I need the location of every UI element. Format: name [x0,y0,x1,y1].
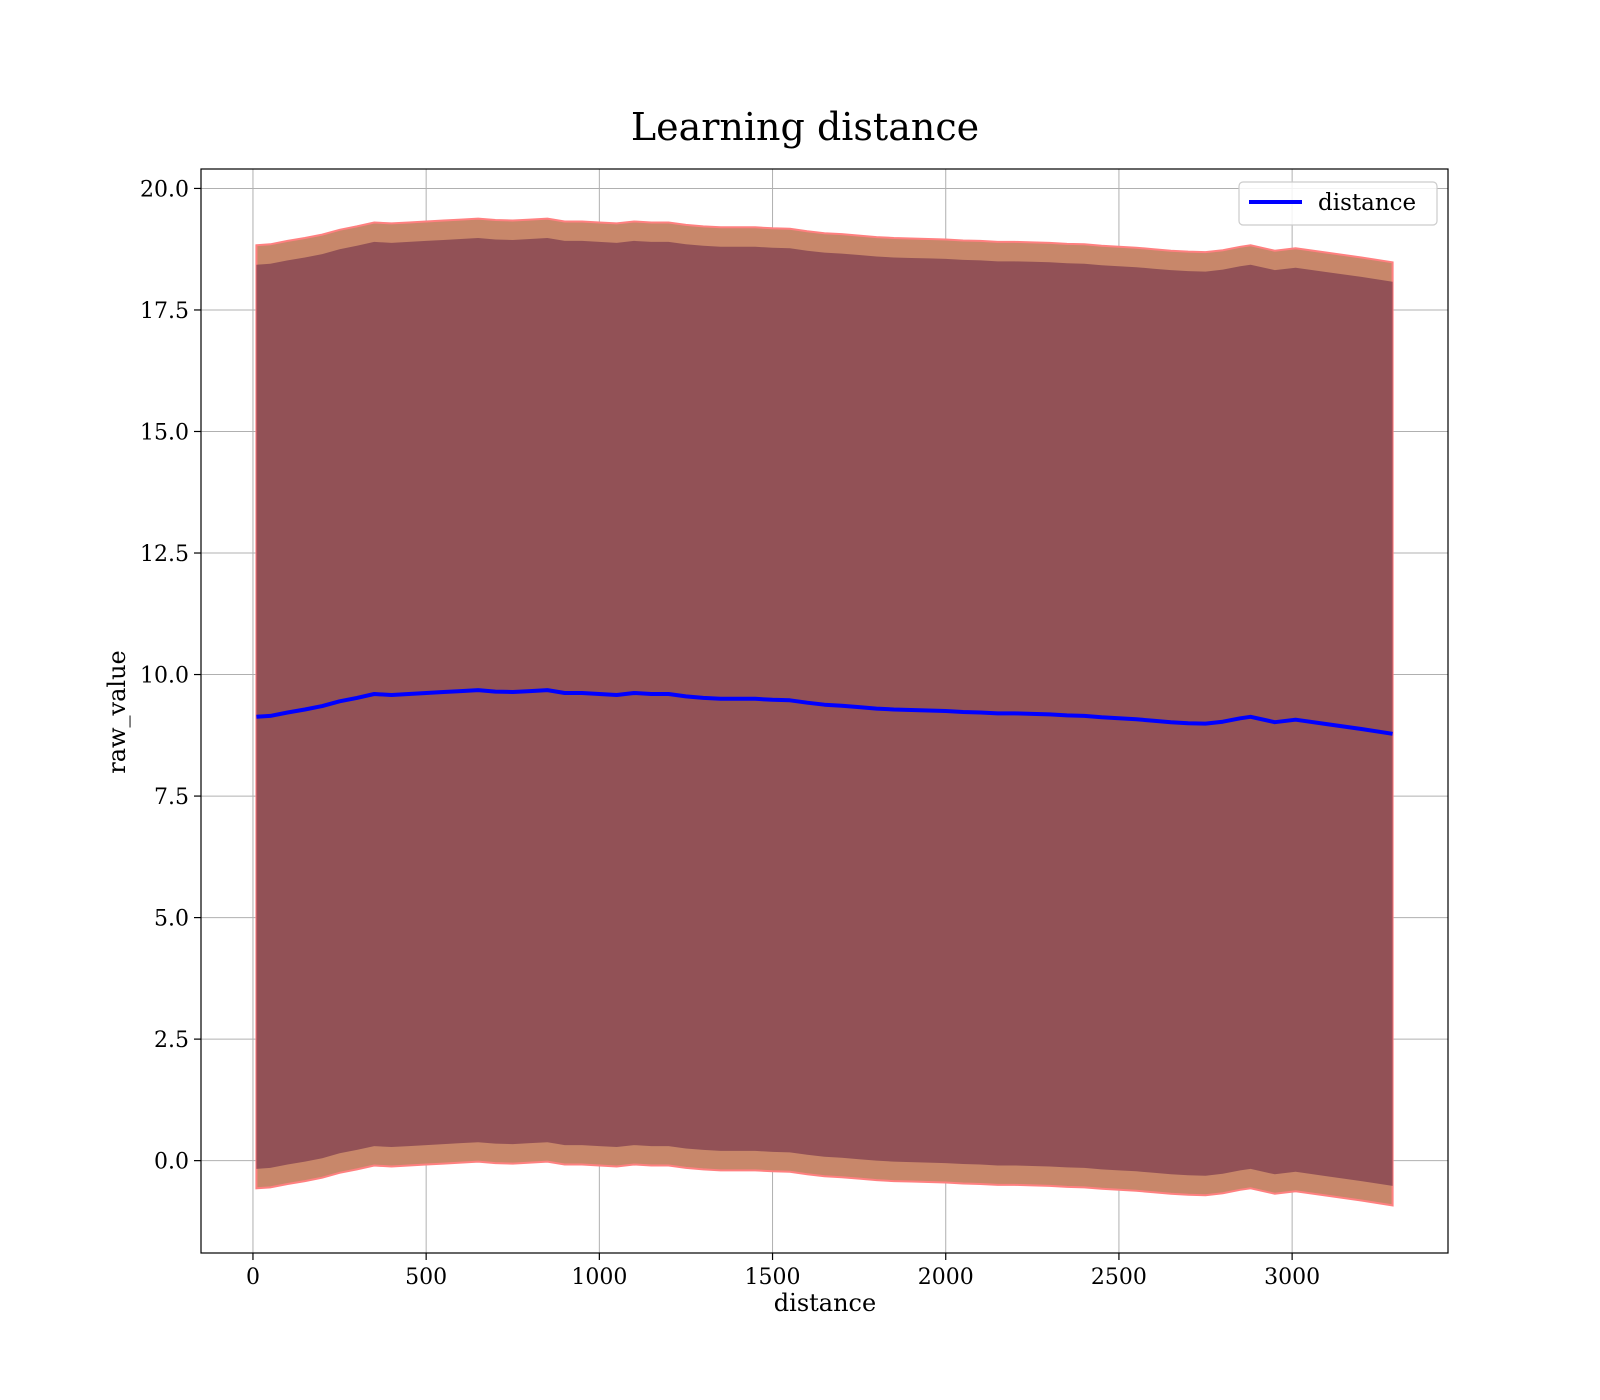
x-tick-label: 3000 [1264,1265,1320,1290]
series-line-distance [256,688,1393,736]
x-tick-label: 1500 [745,1265,801,1290]
x-axis-label: distance [774,1289,876,1317]
legend-entry-distance: distance [1318,190,1416,216]
y-axis-label: raw_value [103,650,131,774]
legend: distance [1238,181,1438,226]
y-axis-ticks: 0.0 2.5 5.0 7.5 10.0 12.5 15.0 17.5 20.0 [140,177,201,1175]
legend-box [1238,181,1438,226]
x-tick-label: 1000 [571,1265,627,1290]
y-tick-label: 7.5 [154,785,189,810]
y-tick-label: 10.0 [140,664,189,689]
x-axis-ticks: 0 500 1000 1500 2000 2500 3000 [246,1253,1320,1290]
y-tick-label: 15.0 [140,420,189,445]
chart-title: Learning distance [631,105,979,149]
series-lines [256,688,1393,736]
inner-band [256,238,1393,1186]
x-tick-label: 2500 [1091,1265,1147,1290]
y-tick-label: 5.0 [154,907,189,932]
y-tick-label: 20.0 [140,177,189,202]
plot-frame [200,168,1449,1254]
confidence-bands [255,217,1394,1207]
x-tick-label: 500 [405,1265,447,1290]
y-tick-label: 17.5 [140,299,189,324]
y-tick-label: 12.5 [140,542,189,567]
x-tick-label: 0 [246,1265,260,1290]
y-tick-label: 0.0 [154,1150,189,1175]
x-tick-label: 2000 [918,1265,974,1290]
y-tick-label: 2.5 [154,1028,189,1053]
